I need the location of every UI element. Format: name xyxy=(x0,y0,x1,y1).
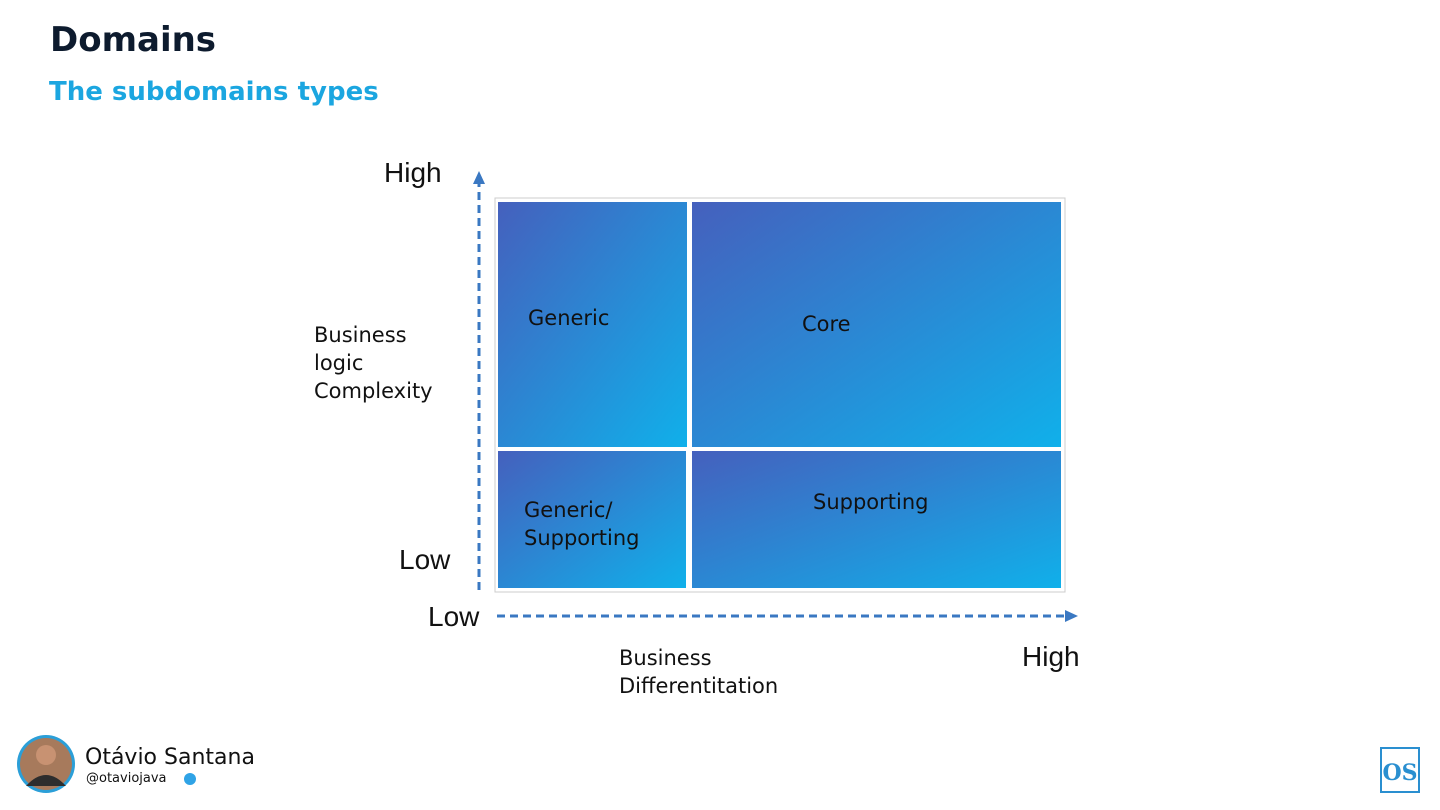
y-arrow xyxy=(473,171,485,184)
cell-generic-supporting xyxy=(498,451,686,588)
text-line: Generic/ xyxy=(524,498,613,522)
author-name: Otávio Santana xyxy=(85,745,255,770)
text-line: Supporting xyxy=(813,490,929,514)
x-label: Business Differentitation xyxy=(619,644,778,700)
y-label: Business logic Complexity xyxy=(314,321,433,405)
x-low: Low xyxy=(428,601,480,632)
text-line: Complexity xyxy=(314,379,433,403)
author-handle: @otaviojava xyxy=(86,771,167,786)
text-line: Business xyxy=(619,646,712,670)
quadrant-label: Core xyxy=(802,310,851,338)
avatar-body xyxy=(26,775,66,786)
verified-badge xyxy=(184,773,196,785)
cell-core xyxy=(692,202,1061,447)
text-line: Core xyxy=(802,312,851,336)
subtitle: The subdomains types xyxy=(49,77,379,107)
logo-frame xyxy=(1380,747,1420,793)
text-line: Differentitation xyxy=(619,674,779,698)
quadrant-label: Generic/Supporting xyxy=(524,496,640,552)
avatar-face xyxy=(36,745,56,765)
text-line: Business xyxy=(314,323,407,347)
text-line: logic xyxy=(314,351,364,375)
text-line: Generic xyxy=(528,306,610,330)
logo: OS xyxy=(1382,760,1417,786)
x-arrow xyxy=(1065,610,1078,622)
text-line: Supporting xyxy=(524,526,640,550)
cell-supporting xyxy=(692,451,1061,588)
cell-generic xyxy=(498,202,687,447)
title: Domains xyxy=(50,20,217,60)
x-high: High xyxy=(1022,641,1080,672)
y-low: Low xyxy=(399,544,451,575)
y-high: High xyxy=(384,157,442,188)
quadrant-label: Supporting xyxy=(813,488,929,516)
quadrant-label: Generic xyxy=(528,304,609,332)
